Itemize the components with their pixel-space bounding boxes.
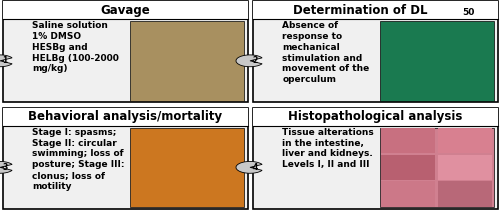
Text: Behavioral analysis/mortality: Behavioral analysis/mortality [28, 110, 222, 123]
Wedge shape [236, 161, 262, 173]
Text: Determination of DL: Determination of DL [293, 4, 428, 17]
Bar [252, 108, 498, 126]
Bar [438, 181, 492, 207]
Bar [380, 127, 494, 207]
Text: Absence of
response to
mechanical
stimulation and
movement of the
operculum: Absence of response to mechanical stimul… [282, 21, 370, 84]
Bar [382, 155, 435, 180]
Bar [252, 1, 498, 19]
Text: Saline solution
1% DMSO
HESBg and
HELBg (100-2000
mg/kg): Saline solution 1% DMSO HESBg and HELBg … [32, 21, 120, 73]
Text: 3: 3 [2, 163, 7, 172]
Text: Gavage: Gavage [100, 4, 150, 17]
Bar [252, 108, 498, 209]
Bar [2, 108, 248, 209]
Wedge shape [236, 55, 262, 67]
Bar [2, 1, 248, 102]
Bar [2, 108, 248, 126]
Bar [438, 155, 492, 180]
Text: Tissue alterations
in the intestine,
liver and kidneys.
Levels I, II and III: Tissue alterations in the intestine, liv… [282, 128, 374, 169]
Bar [438, 128, 492, 153]
Bar [130, 127, 244, 207]
Wedge shape [0, 161, 12, 173]
Text: 2: 2 [252, 56, 258, 65]
Text: Histopathological analysis: Histopathological analysis [288, 110, 462, 123]
Bar [2, 1, 248, 19]
Text: 50: 50 [462, 8, 474, 17]
Bar [382, 181, 435, 207]
Text: 1: 1 [2, 56, 7, 65]
Bar [130, 21, 244, 101]
Text: Stage I: spasms;
Stage II: circular
swimming; loss of
posture; Stage III:
clonus: Stage I: spasms; Stage II: circular swim… [32, 128, 125, 191]
Bar [380, 21, 494, 101]
Wedge shape [0, 55, 12, 67]
Bar [252, 1, 498, 102]
Text: 4: 4 [252, 163, 258, 172]
Bar [382, 128, 435, 153]
